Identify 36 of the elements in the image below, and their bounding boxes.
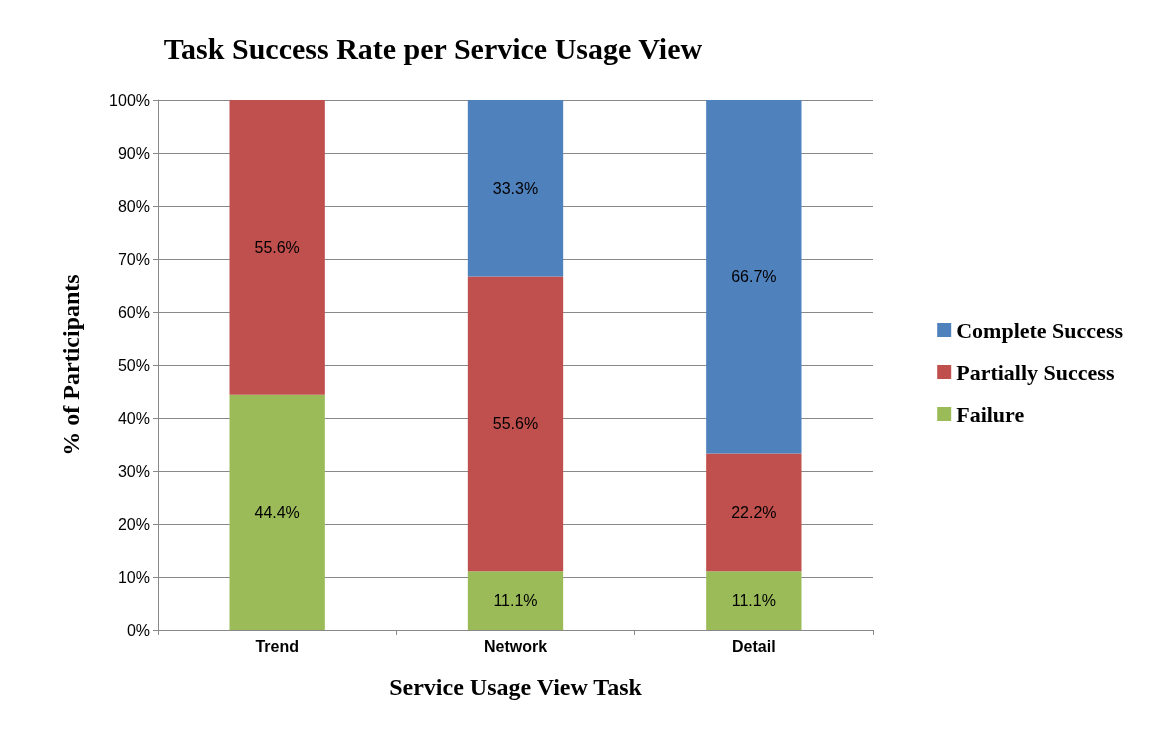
- y-tick-label: 40%: [117, 409, 150, 427]
- data-label: 11.1%: [493, 592, 538, 610]
- bar: [467, 276, 564, 572]
- data-label: 66.7%: [731, 268, 777, 286]
- data-label: 44.4%: [254, 503, 300, 521]
- x-tick-label: Network: [483, 637, 548, 655]
- x-tick-label: Trend: [255, 637, 299, 655]
- legend-label: Complete Success: [956, 317, 1124, 343]
- y-axis-title: % of Participants: [58, 274, 84, 456]
- legend-label: Partially Success: [956, 359, 1115, 385]
- legend-label: Failure: [956, 401, 1025, 427]
- y-tick-label: 0%: [126, 621, 150, 639]
- x-tick-label: Detail: [732, 637, 776, 655]
- y-tick-label: 30%: [117, 462, 150, 480]
- data-label: 22.2%: [731, 503, 777, 521]
- y-tick-label: 20%: [117, 515, 150, 533]
- y-tick-label: 70%: [117, 250, 150, 268]
- chart-title: Task Success Rate per Service Usage View: [163, 31, 703, 65]
- data-label: 55.6%: [492, 415, 539, 433]
- y-tick-label: 50%: [117, 356, 150, 374]
- bar: [706, 453, 802, 572]
- y-tick-label: 90%: [117, 144, 150, 162]
- bar: [229, 100, 325, 395]
- y-tick-label: 10%: [117, 568, 150, 586]
- bar: [467, 571, 564, 630]
- y-tick-label: 80%: [117, 197, 150, 215]
- bar: [706, 571, 802, 630]
- x-axis-title: Service Usage View Task: [389, 674, 643, 700]
- data-label: 33.3%: [492, 179, 539, 197]
- data-label: 55.6%: [254, 238, 300, 256]
- bar: [229, 394, 325, 630]
- bar: [467, 100, 564, 277]
- y-tick-label: 100%: [109, 91, 150, 109]
- data-label: 11.1%: [731, 592, 776, 610]
- bar: [706, 100, 802, 454]
- y-tick-label: 60%: [117, 303, 150, 321]
